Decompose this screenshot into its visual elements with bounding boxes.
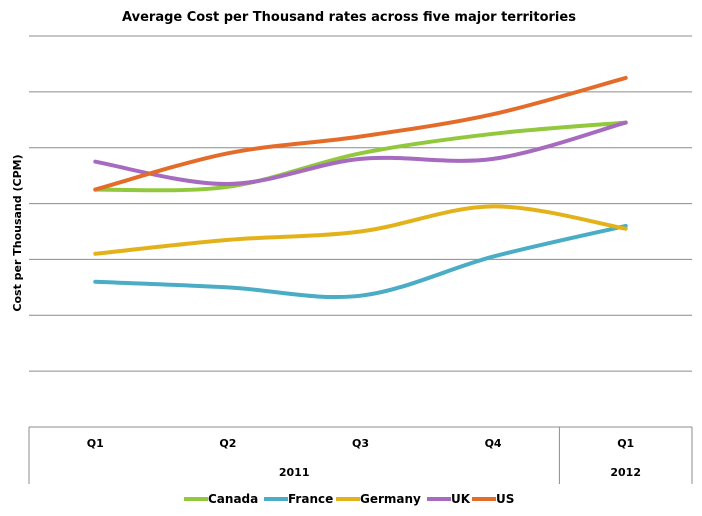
x-tick-label: Q1 (617, 437, 634, 450)
x-tick-label: Q1 (87, 437, 104, 450)
legend-label: UK (451, 492, 471, 506)
chart-title: Average Cost per Thousand rates across f… (122, 10, 576, 25)
series-lines (93, 75, 628, 300)
legend-label: Canada (208, 492, 258, 506)
legend: Canada France Germany UK US (184, 492, 514, 506)
series-line-france (93, 223, 628, 300)
series-line-canada (93, 120, 628, 193)
legend-label: France (288, 492, 333, 506)
series-line-uk (93, 120, 628, 187)
series-line-us (93, 75, 628, 192)
gridlines (29, 35, 692, 372)
x-tick-label: Q3 (352, 437, 369, 450)
x-tick-label: Q4 (485, 437, 502, 450)
x-group-label: 2012 (610, 466, 641, 479)
series-line-germany (93, 204, 628, 256)
x-group-label: 2011 (279, 466, 310, 479)
category-axis: Q1 Q2 Q3 Q4 Q1 2011 2012 (28, 426, 693, 484)
legend-label: US (496, 492, 514, 506)
legend-label: Germany (360, 492, 421, 506)
y-axis-label: Cost per Thousand (CPM) (11, 154, 24, 311)
x-tick-label: Q2 (219, 437, 236, 450)
